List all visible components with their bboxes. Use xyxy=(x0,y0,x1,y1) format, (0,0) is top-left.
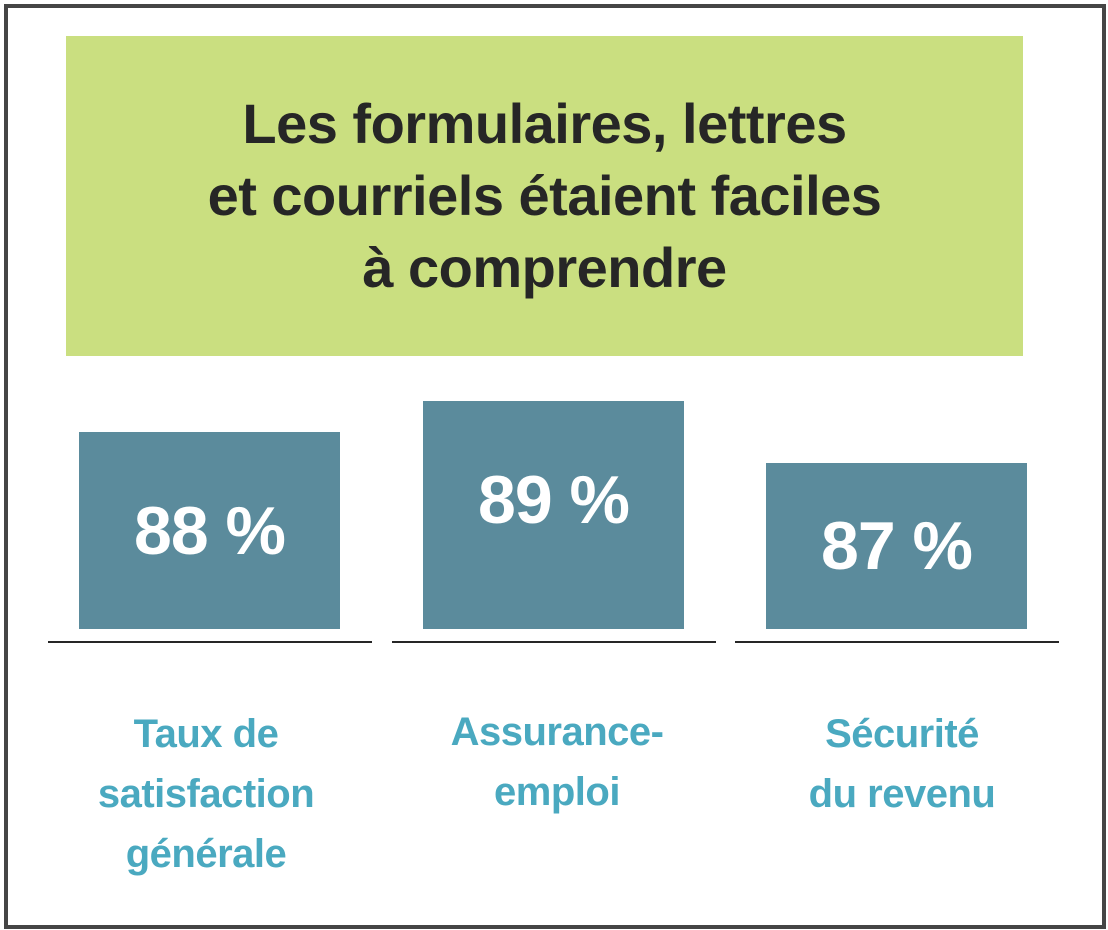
label-line: satisfaction xyxy=(97,772,315,816)
bar-employment-insurance: 89 % xyxy=(423,401,684,629)
bar-value: 87 % xyxy=(821,508,973,584)
title-line-3: à comprendre xyxy=(362,236,727,299)
bar-label-income-security: Sécurité du revenu xyxy=(752,704,1052,824)
label-line: Taux de xyxy=(133,712,279,756)
label-line: générale xyxy=(125,832,287,876)
bar-overall-satisfaction: 88 % xyxy=(79,432,340,629)
chart-title: Les formulaires, lettres et courriels ét… xyxy=(208,88,882,304)
label-line: Sécurité xyxy=(825,712,979,756)
label-line: emploi xyxy=(494,770,620,814)
label-line: du revenu xyxy=(808,772,996,816)
bar-value: 88 % xyxy=(134,492,286,569)
bar-value: 89 % xyxy=(478,462,630,538)
title-banner: Les formulaires, lettres et courriels ét… xyxy=(66,36,1023,356)
title-line-1: Les formulaires, lettres xyxy=(242,92,847,155)
bar-label-employment-insurance: Assurance- emploi xyxy=(407,702,707,822)
baseline xyxy=(48,641,372,643)
title-line-2: et courriels étaient faciles xyxy=(207,164,882,227)
bar-income-security: 87 % xyxy=(766,463,1027,629)
label-line: Assurance- xyxy=(450,710,664,754)
baseline xyxy=(735,641,1059,643)
bar-label-overall-satisfaction: Taux de satisfaction générale xyxy=(56,704,356,884)
baseline xyxy=(392,641,716,643)
